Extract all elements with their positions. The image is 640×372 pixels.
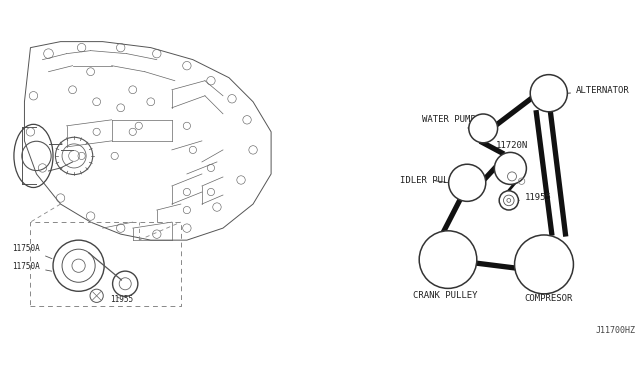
Circle shape (449, 164, 486, 201)
Text: COMPRESOR: COMPRESOR (525, 294, 573, 303)
Text: J11700HZ: J11700HZ (595, 326, 636, 335)
Circle shape (469, 114, 498, 143)
Circle shape (419, 231, 477, 288)
Circle shape (530, 75, 567, 112)
Circle shape (499, 191, 518, 210)
Circle shape (495, 153, 527, 185)
Text: 11750A: 11750A (12, 262, 52, 271)
Text: IDLER PULLEY: IDLER PULLEY (400, 176, 465, 185)
Circle shape (515, 235, 573, 294)
Text: 11955: 11955 (110, 295, 133, 304)
Text: 11720N: 11720N (496, 141, 528, 153)
Text: CRANK PULLEY: CRANK PULLEY (413, 291, 477, 300)
Text: 11750A: 11750A (12, 244, 52, 259)
Text: ALTERNATOR: ALTERNATOR (568, 86, 630, 95)
Text: WATER PUMP: WATER PUMP (422, 115, 476, 128)
Text: 11955: 11955 (518, 193, 552, 202)
